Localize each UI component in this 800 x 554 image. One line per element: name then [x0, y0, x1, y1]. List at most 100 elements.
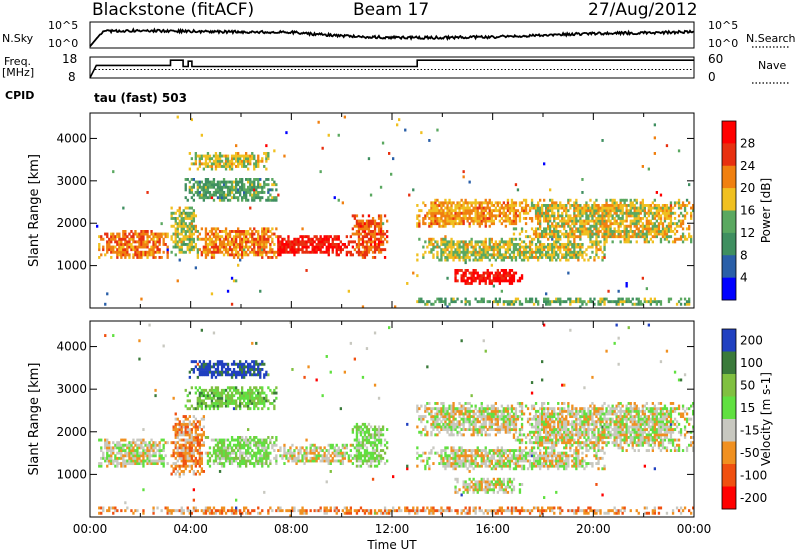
power-pixel	[140, 235, 143, 239]
velocity-pixel	[196, 449, 200, 453]
power-pixel	[619, 297, 622, 301]
power-pixel	[532, 250, 536, 254]
power-pixel	[216, 162, 220, 166]
power-pixel	[365, 248, 369, 252]
power-pixel	[579, 250, 582, 254]
velocity-pixel	[106, 443, 109, 447]
power-pixel	[456, 243, 459, 246]
velocity-pixel	[108, 456, 111, 460]
power-pixel	[319, 170, 322, 174]
power-pixel	[520, 230, 524, 233]
power-pixel	[212, 235, 216, 239]
velocity-pixel	[226, 399, 230, 403]
power-pixel	[156, 232, 159, 236]
power-pixel	[472, 279, 475, 283]
power-pixel	[178, 258, 181, 262]
velocity-pixel	[239, 404, 242, 408]
power-pixel	[496, 243, 500, 246]
power-pixel	[647, 224, 651, 228]
velocity-pixel	[216, 394, 220, 398]
power-pixel	[486, 269, 489, 272]
power-pixel	[255, 253, 258, 257]
power-pixel	[295, 248, 298, 252]
power-pixel	[520, 253, 524, 257]
power-pixel	[486, 248, 489, 252]
power-pixel	[460, 211, 463, 215]
velocity-pixel	[196, 368, 200, 371]
power-pixel	[496, 214, 500, 218]
power-pixel	[303, 250, 306, 254]
power-pixel	[416, 300, 419, 304]
velocity-pixel	[156, 462, 159, 466]
power-pixel	[601, 256, 604, 259]
power-pixel	[226, 193, 230, 197]
velocity-pixel	[255, 388, 258, 392]
velocity-pixel	[120, 449, 123, 453]
power-pixel	[500, 269, 504, 272]
power-pixel	[440, 256, 443, 259]
power-pixel	[196, 154, 200, 158]
power-pixel	[613, 198, 616, 202]
power-pixel	[228, 245, 232, 249]
velocity-pixel	[130, 451, 133, 455]
power-pixel	[265, 154, 268, 158]
power-pixel	[180, 248, 183, 252]
power-pixel	[188, 248, 192, 252]
power-pixel	[502, 211, 506, 215]
power-pixel	[559, 224, 562, 228]
power-pixel	[170, 206, 173, 210]
power-pixel	[287, 235, 290, 239]
power-pixel	[601, 300, 604, 304]
power-pixel	[583, 209, 586, 213]
power-pixel	[470, 279, 473, 283]
power-pixel	[412, 188, 415, 192]
velocity-pixel	[178, 456, 181, 460]
power-pixel	[532, 237, 536, 241]
power-pixel	[444, 243, 447, 246]
power-pixel	[498, 219, 502, 223]
velocity-pixel	[188, 391, 192, 395]
velocity-pixel	[116, 451, 119, 455]
velocity-pixel	[232, 386, 236, 390]
power-pixel	[581, 178, 584, 181]
power-pixel	[452, 300, 455, 304]
power-pixel	[543, 243, 546, 246]
power-pixel	[138, 232, 141, 236]
power-pixel	[339, 250, 343, 254]
power-pixel	[589, 211, 592, 215]
power-pixel	[679, 224, 683, 228]
power-pixel	[569, 248, 572, 252]
power-pixel	[180, 245, 183, 249]
power-pixel	[150, 230, 153, 233]
power-pixel	[438, 204, 441, 207]
power-pixel	[522, 206, 526, 210]
power-pixel	[430, 211, 433, 215]
power-pixel	[567, 224, 570, 228]
power-pixel	[247, 191, 250, 194]
power-pixel	[524, 204, 528, 207]
power-pixel	[553, 248, 556, 252]
power-pixel	[470, 253, 473, 257]
velocity-pixel	[257, 456, 260, 460]
velocity-pixel	[194, 446, 198, 450]
velocity-pixel	[172, 396, 175, 400]
power-pixel	[555, 227, 558, 231]
power-pixel	[641, 217, 645, 220]
power-pixel	[482, 248, 485, 252]
velocity-pixel	[216, 396, 220, 400]
power-pixel	[361, 222, 365, 226]
velocity-pixel	[198, 365, 202, 369]
power-pixel	[243, 191, 246, 194]
velocity-pixel	[150, 446, 153, 450]
power-pixel	[281, 237, 284, 241]
velocity-pixel	[120, 462, 123, 466]
power-pixels	[96, 115, 695, 309]
power-pixel	[603, 224, 606, 228]
power-pixel	[124, 256, 127, 259]
power-pixel	[440, 224, 443, 228]
power-pixel	[440, 300, 443, 304]
power-pixel	[253, 243, 256, 246]
power-pixel	[563, 235, 566, 239]
power-pixel	[619, 201, 622, 205]
power-pixel	[605, 232, 608, 236]
